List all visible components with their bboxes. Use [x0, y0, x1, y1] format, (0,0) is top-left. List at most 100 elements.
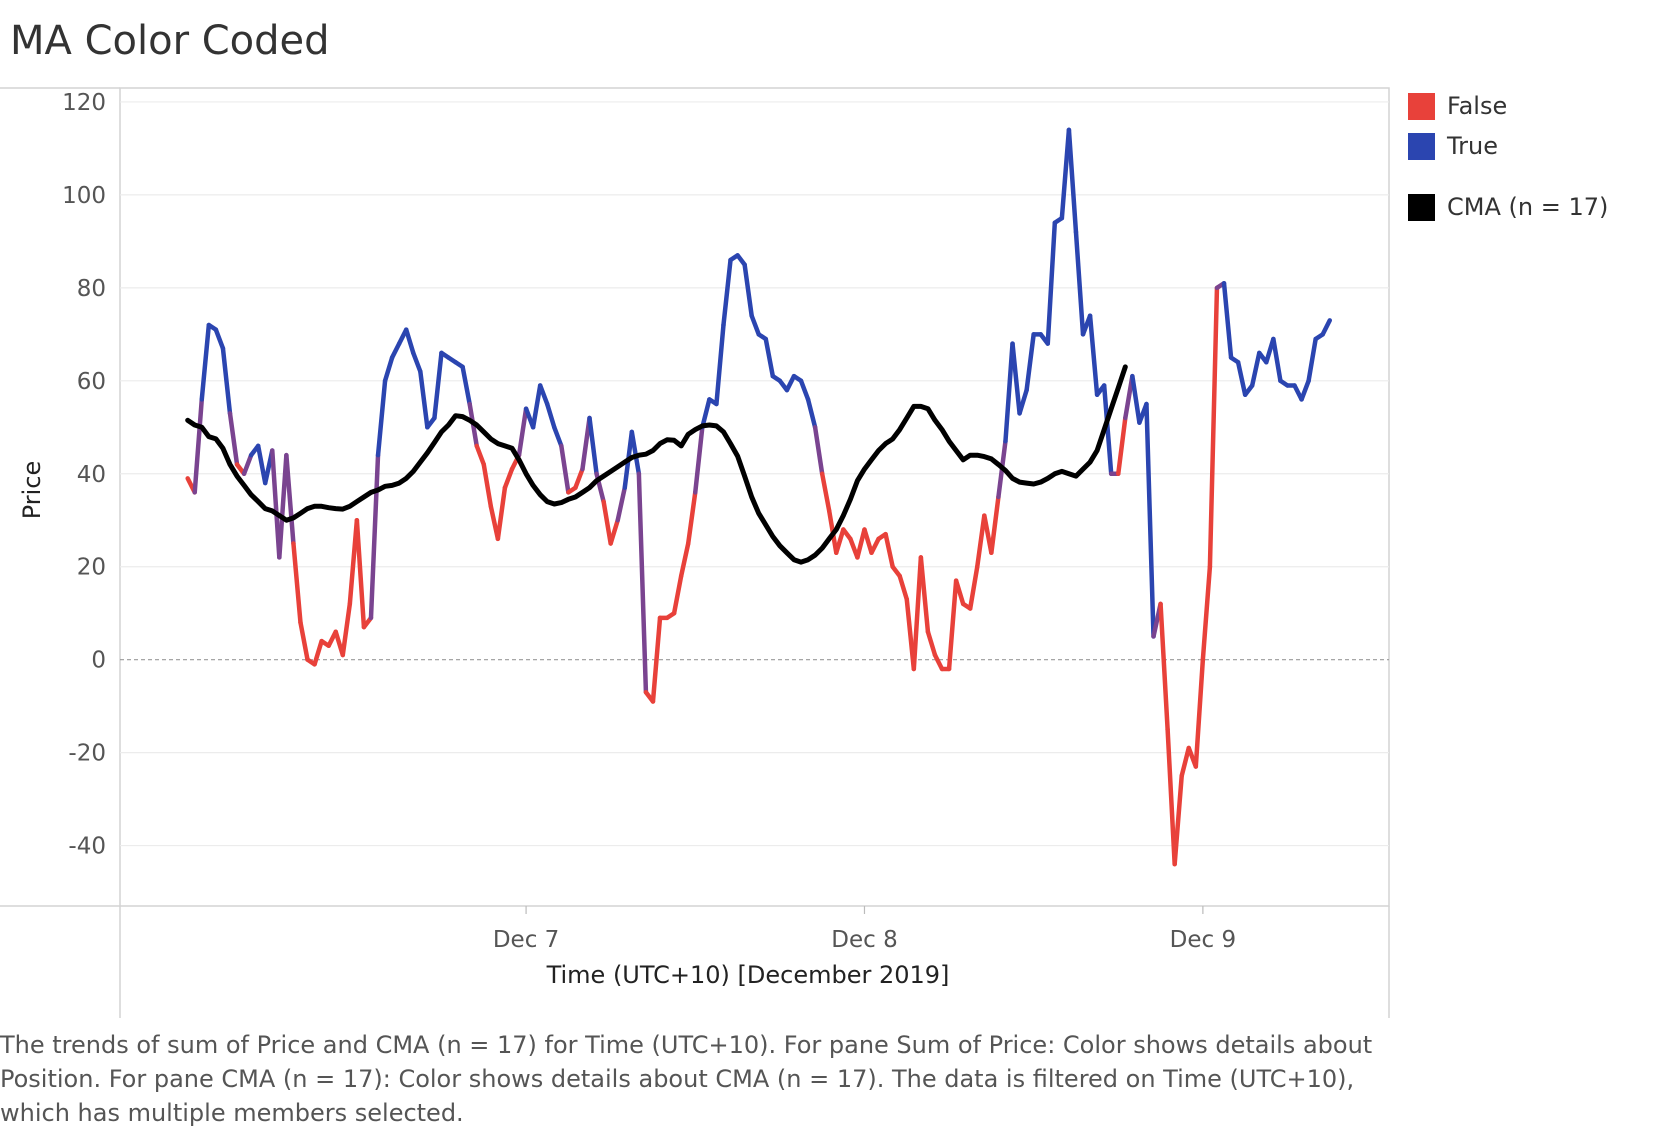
- y-tick-label: 100: [62, 183, 106, 209]
- price-segment: [601, 499, 613, 546]
- price-segment: [671, 573, 684, 616]
- y-tick-label: 60: [77, 369, 106, 395]
- price-segment: [763, 336, 776, 379]
- price-segment: [530, 383, 543, 430]
- price-segment: [629, 429, 642, 477]
- price-segment: [1130, 373, 1142, 425]
- price-segment: [411, 350, 423, 374]
- price-segment: [375, 378, 388, 458]
- price-segment: [1200, 564, 1213, 662]
- cma-series: [185, 364, 1128, 565]
- price-segment: [883, 531, 895, 569]
- price-segment: [1101, 383, 1114, 477]
- price-segment: [474, 443, 487, 467]
- price-segment: [1066, 127, 1079, 235]
- y-tick-label: -20: [68, 741, 106, 767]
- price-segment: [298, 620, 310, 662]
- price-segment: [192, 397, 205, 495]
- price-segment: [714, 322, 726, 407]
- price-segment: [537, 383, 550, 407]
- legend-item-true[interactable]: True: [1408, 132, 1498, 160]
- legend-item-cma[interactable]: CMA (n = 17): [1408, 193, 1608, 221]
- price-segment: [1172, 773, 1184, 867]
- price-segment: [967, 564, 980, 611]
- price-segment: [834, 527, 846, 556]
- price-segment: [495, 485, 508, 542]
- price-segment: [573, 466, 585, 490]
- price-segment: [460, 364, 472, 407]
- price-segment: [1024, 332, 1036, 393]
- price-segment: [1179, 745, 1192, 779]
- y-tick-label: 20: [77, 555, 106, 581]
- legend-swatch-cma: [1408, 193, 1435, 221]
- price-segment: [1207, 285, 1220, 569]
- price-segment: [270, 448, 282, 560]
- price-segment: [1320, 318, 1333, 337]
- y-tick-label: -40: [68, 834, 106, 860]
- price-segment: [784, 373, 797, 393]
- price-segment: [1116, 415, 1128, 477]
- price-segment: [932, 652, 945, 672]
- price-segment: [1235, 359, 1248, 397]
- price-segment: [1193, 657, 1206, 769]
- price-segment: [481, 462, 494, 509]
- price-segment: [742, 262, 754, 318]
- price-segment: [1165, 727, 1177, 867]
- price-segment: [544, 401, 557, 430]
- y-axis-ticks: 120 100 80 60 40 20 0 -20 -40: [62, 90, 106, 860]
- price-segment: [516, 406, 529, 458]
- price-segment: [354, 517, 367, 630]
- y-tick-label: 40: [77, 462, 106, 488]
- legend-label-true: True: [1447, 132, 1498, 160]
- price-segment: [911, 555, 924, 672]
- price-segment: [1221, 280, 1234, 360]
- price-segment: [869, 536, 881, 556]
- chart-title: MA Color Coded: [10, 18, 330, 64]
- price-segment: [277, 452, 289, 560]
- price-segment: [1158, 601, 1170, 732]
- price-segment: [975, 513, 987, 569]
- price-segment: [925, 629, 938, 658]
- price-segment: [862, 527, 874, 556]
- x-tick-label: Dec 9: [1170, 927, 1236, 953]
- price-segment: [953, 578, 966, 607]
- price-segment: [418, 369, 430, 430]
- legend-swatch-false: [1408, 92, 1435, 120]
- price-segment: [220, 346, 233, 416]
- price-segment: [502, 466, 515, 490]
- gridlines: [120, 101, 1389, 847]
- plot-frame: [0, 87, 1390, 1018]
- x-tick-label: Dec 7: [493, 927, 559, 953]
- price-segment: [1017, 387, 1029, 416]
- price-segment: [587, 415, 599, 477]
- price-segment: [1010, 341, 1022, 416]
- price-segment: [855, 527, 867, 560]
- price-segment: [700, 397, 712, 430]
- legend-swatch-true: [1408, 132, 1435, 160]
- y-tick-label: 0: [91, 648, 106, 674]
- legend-label-cma: CMA (n = 17): [1447, 193, 1609, 221]
- price-segment: [227, 411, 240, 467]
- price-segment: [1087, 313, 1100, 397]
- price-segment: [685, 490, 698, 546]
- x-axis-ticks: Dec 7 Dec 8 Dec 9: [493, 906, 1236, 953]
- price-segment: [1045, 220, 1058, 346]
- price-segment: [721, 257, 733, 328]
- price-segment: [1003, 341, 1015, 444]
- price-segment: [946, 578, 959, 672]
- legend-item-false[interactable]: False: [1408, 92, 1507, 120]
- price-segment: [918, 555, 931, 635]
- price-segment: [749, 313, 761, 337]
- price-segment: [678, 541, 691, 579]
- price-segment: [403, 327, 416, 356]
- price-segment: [432, 350, 444, 421]
- price-segment: [213, 327, 226, 351]
- price-segment: [389, 341, 402, 360]
- price-segment: [241, 452, 254, 477]
- price-segment: [636, 471, 649, 695]
- price-segment: [693, 425, 705, 495]
- price-segment: [199, 322, 212, 402]
- price-segment: [608, 517, 620, 546]
- price-segment: [291, 541, 303, 625]
